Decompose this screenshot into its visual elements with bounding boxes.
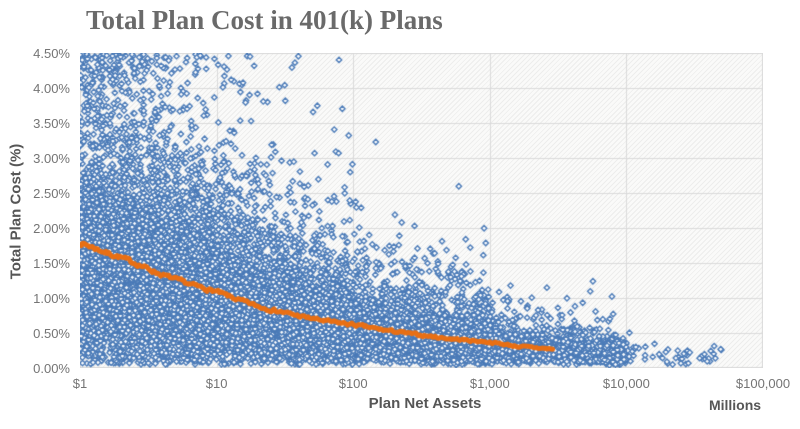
y-tick-label: 4.00% (33, 81, 70, 96)
x-tick-label: $10,000 (602, 376, 650, 391)
y-tick-label: 0.50% (33, 326, 70, 341)
y-tick-label: 2.00% (33, 221, 70, 236)
chart-title: Total Plan Cost in 401(k) Plans (86, 5, 443, 35)
plot-area (80, 53, 763, 368)
x-tick-label: $1 (72, 376, 88, 391)
x-tick-label: $100,000 (735, 376, 791, 391)
x-tick-label: $10 (205, 376, 228, 391)
x-axis-title: Plan Net Assets (368, 395, 482, 412)
y-tick-label: 3.00% (33, 151, 70, 166)
y-tick-label: 2.50% (33, 186, 70, 201)
x-tick-label: $100 (338, 376, 368, 391)
y-tick-label: 1.50% (33, 256, 70, 271)
x-axis-units-label: Millions (708, 397, 762, 413)
x-tick-label: $1,000 (469, 376, 510, 391)
y-tick-label: 0.00% (33, 361, 70, 376)
y-tick-label: 3.50% (33, 116, 70, 131)
y-tick-label: 4.50% (33, 46, 70, 61)
scatter-canvas (80, 53, 763, 368)
y-tick-label: 1.00% (33, 291, 70, 306)
